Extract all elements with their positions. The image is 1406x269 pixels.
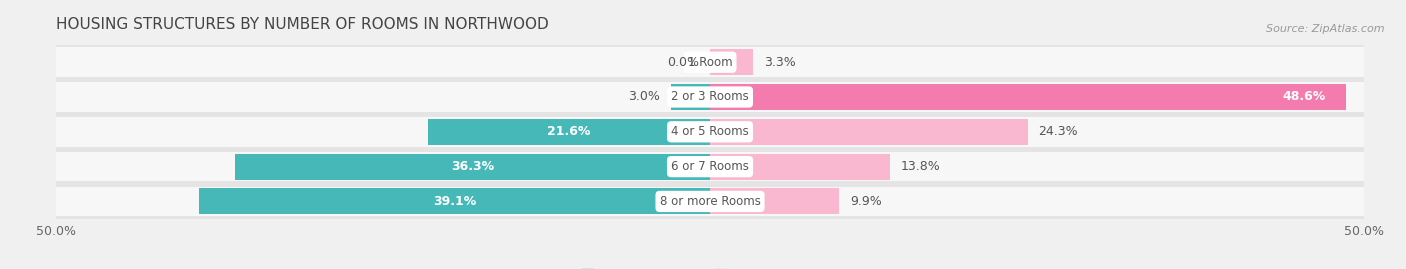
Text: 24.3%: 24.3% [1038,125,1078,138]
Bar [56,149,1364,184]
Text: 3.0%: 3.0% [628,90,661,104]
Bar [710,84,1346,110]
Bar [427,119,710,145]
Text: 36.3%: 36.3% [451,160,495,173]
Text: 6 or 7 Rooms: 6 or 7 Rooms [671,160,749,173]
Bar [56,47,1364,77]
Text: 48.6%: 48.6% [1282,90,1326,104]
Text: 1 Room: 1 Room [688,56,733,69]
Text: 2 or 3 Rooms: 2 or 3 Rooms [671,90,749,104]
Text: 21.6%: 21.6% [547,125,591,138]
Bar [235,154,710,180]
Bar [710,119,1028,145]
Text: 13.8%: 13.8% [901,160,941,173]
Text: 3.3%: 3.3% [763,56,796,69]
Bar [56,114,1364,149]
Bar [56,187,1364,216]
Bar [56,184,1364,219]
Text: 9.9%: 9.9% [851,195,882,208]
Bar [56,80,1364,114]
Text: Source: ZipAtlas.com: Source: ZipAtlas.com [1267,24,1385,34]
Bar [56,152,1364,181]
Text: 4 or 5 Rooms: 4 or 5 Rooms [671,125,749,138]
Text: 8 or more Rooms: 8 or more Rooms [659,195,761,208]
Bar [671,84,710,110]
Bar [710,154,890,180]
Text: 39.1%: 39.1% [433,195,477,208]
Bar [56,117,1364,147]
Bar [56,45,1364,80]
Bar [710,188,839,214]
Text: HOUSING STRUCTURES BY NUMBER OF ROOMS IN NORTHWOOD: HOUSING STRUCTURES BY NUMBER OF ROOMS IN… [56,17,548,32]
Bar [710,49,754,75]
Text: 0.0%: 0.0% [668,56,700,69]
Bar [198,188,710,214]
Bar [56,82,1364,112]
